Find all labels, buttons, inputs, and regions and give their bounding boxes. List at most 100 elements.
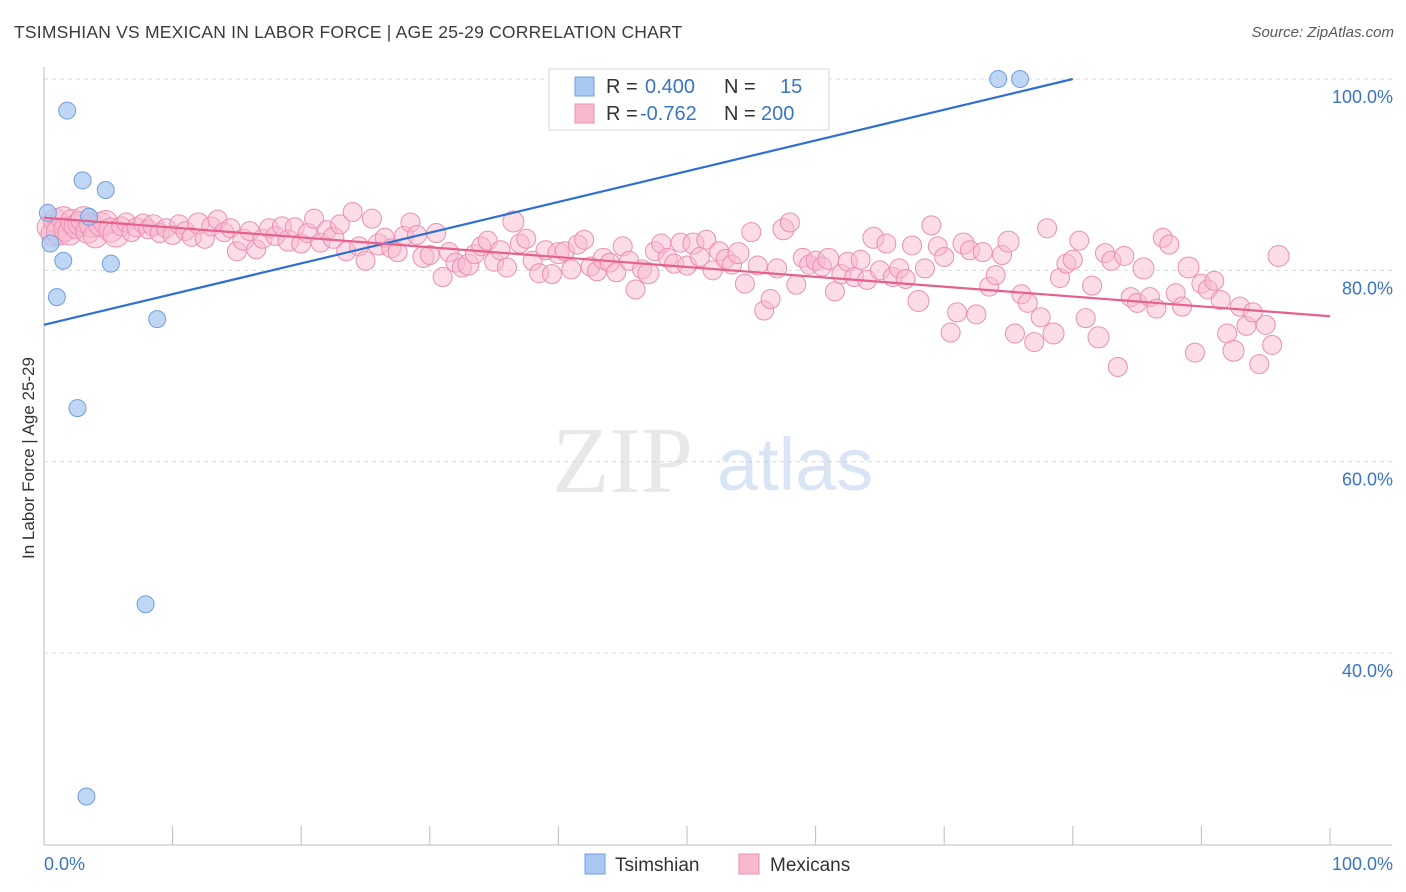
y-tick-labels: 40.0% 60.0% 80.0% 100.0% (1332, 87, 1393, 681)
y-tick-label: 60.0% (1342, 470, 1393, 490)
mexicans-point (997, 230, 1020, 253)
mexicans-point (361, 208, 382, 229)
mexicans-point (1132, 257, 1155, 280)
mexicans-point (966, 304, 987, 325)
watermark-zip: ZIP (552, 409, 693, 513)
mexicans-point (432, 267, 453, 288)
mexicans-point (574, 229, 595, 250)
legend-n-mexicans: 200 (761, 103, 794, 125)
mexicans-point (914, 258, 935, 279)
mexicans-point (734, 273, 755, 294)
mexicans-point (747, 255, 768, 276)
x-tick-labels: 0.0% 100.0% (44, 854, 1393, 874)
tsimshian-point (989, 70, 1008, 88)
mexicans-point (895, 268, 916, 289)
tsimshian-point (58, 101, 77, 120)
tsimshian-point (47, 288, 66, 307)
mexicans-point (1184, 342, 1205, 363)
stats-legend: R = 0.400 N = 15 R = -0.762 N = 200 (548, 68, 830, 131)
mexicans-point (1042, 322, 1065, 345)
bottom-legend-mexicans: Mexicans (770, 855, 850, 876)
mexicans-point (1159, 234, 1180, 255)
source-credit: Source: ZipAtlas.com (1251, 24, 1394, 41)
legend-r-label: R = (606, 76, 638, 98)
tsimshian-point (101, 254, 120, 273)
tsimshian-point (41, 234, 60, 253)
legend-n-label-2: N = (724, 103, 756, 125)
legend-r-tsimshian: 0.400 (645, 76, 695, 98)
mexicans-point (985, 265, 1006, 286)
mexicans-point (760, 289, 781, 310)
mexicans-point (1249, 354, 1270, 375)
bottom-legend-tsimshian: Tsimshian (615, 855, 699, 876)
mexicans-point (1087, 326, 1110, 349)
series-legend: Tsimshian Mexicans (584, 853, 850, 876)
mexicans-point (1024, 332, 1045, 353)
mexicans-point (502, 210, 525, 233)
mexicans-point (637, 262, 660, 285)
mexicans-point (947, 302, 968, 323)
mexicans-point (1062, 249, 1083, 270)
mexicans-points (36, 201, 1290, 377)
mexicans-point (561, 259, 582, 280)
mexicans-point (1210, 289, 1231, 310)
mexicans-point (1177, 256, 1200, 279)
tsimshian-point (68, 399, 87, 418)
mexicans-point (1107, 356, 1128, 377)
mexicans-point (1114, 245, 1135, 266)
mexicans-point (1255, 314, 1276, 335)
legend-n-tsimshian: 15 (780, 76, 802, 98)
mexicans-point (727, 242, 750, 265)
tsimshian-point (73, 171, 92, 190)
mexicans-point (1082, 275, 1103, 296)
mexicans-point (541, 264, 562, 285)
mexicans-point (496, 257, 517, 278)
legend-n-label: N = (724, 76, 756, 98)
mexicans-point (342, 201, 363, 222)
mexicans-point (1222, 339, 1245, 362)
mexicans-point (902, 235, 923, 256)
y-axis-label: In Labor Force | Age 25-29 (19, 357, 38, 559)
mexicans-point (516, 228, 537, 249)
tsimshian-point (1011, 70, 1030, 88)
tsimshian-point (77, 787, 96, 806)
mexicans-point (490, 240, 511, 261)
tsimshian-point (54, 251, 73, 270)
x-tick-label-min: 0.0% (44, 854, 85, 874)
x-tick-label-max: 100.0% (1332, 854, 1393, 874)
legend-swatch-tsimshian (574, 76, 595, 97)
tsimshian-point (96, 180, 115, 199)
chart-title: TSIMSHIAN VS MEXICAN IN LABOR FORCE | AG… (14, 22, 683, 42)
mexicans-point (1204, 270, 1225, 291)
mexicans-point (1075, 308, 1096, 329)
mexicans-point (1069, 230, 1090, 251)
mexicans-point (419, 245, 440, 266)
mexicans-point (1262, 334, 1283, 355)
tsimshian-points (38, 70, 1030, 806)
mexicans-point (1242, 302, 1263, 323)
legend-swatch-mexicans (574, 103, 595, 124)
mexicans-point (786, 274, 807, 295)
mexicans-point (304, 208, 325, 229)
watermark: ZIP atlas (552, 409, 873, 513)
mexicans-point (355, 250, 376, 271)
mexicans-point (850, 249, 871, 270)
mexicans-point (1030, 307, 1051, 328)
y-tick-label: 40.0% (1342, 661, 1393, 681)
y-tick-label: 80.0% (1342, 278, 1393, 298)
mexicans-point (1037, 218, 1058, 239)
mexicans-point (625, 279, 646, 300)
mexicans-point (907, 289, 930, 312)
tsimshian-point (38, 203, 57, 222)
bottom-legend-swatch-tsimshian (584, 853, 606, 875)
mexicans-point (824, 281, 845, 302)
mexicans-point (696, 229, 717, 250)
mexicans-trend-line (43, 216, 1331, 318)
mexicans-point (1004, 323, 1025, 344)
trend-lines (43, 77, 1331, 326)
bottom-legend-swatch-mexicans (738, 853, 760, 875)
tsimshian-point (136, 595, 155, 614)
mexicans-point (972, 242, 993, 263)
mexicans-point (779, 212, 800, 233)
